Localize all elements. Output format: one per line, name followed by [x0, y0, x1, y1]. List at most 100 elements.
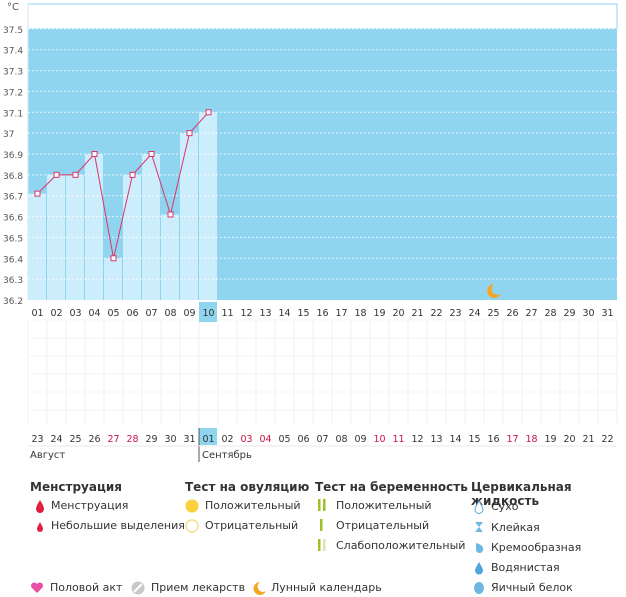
one-line-icon — [320, 519, 323, 531]
calendar-date-label: 10 — [373, 434, 385, 445]
calendar-date-label: 12 — [411, 434, 423, 445]
temperature-point — [91, 151, 98, 157]
calendar-date-label: 14 — [449, 434, 461, 445]
y-tick-label: 36.6 — [3, 214, 23, 224]
temperature-bar — [199, 112, 217, 301]
calendar-date-label: 26 — [88, 434, 100, 445]
cycle-day-label: 01 — [31, 308, 43, 319]
temperature-point — [167, 211, 174, 218]
calendar-date-label: 15 — [468, 434, 480, 445]
cycle-day-label: 27 — [525, 308, 537, 319]
calendar-date-label: 31 — [183, 434, 195, 445]
moon-marker — [487, 283, 501, 298]
cycle-day-label: 15 — [297, 308, 309, 319]
legend-label: Клейкая — [491, 521, 540, 534]
calendar-date-label: 27 — [107, 434, 119, 445]
cycle-day-label: 10 — [202, 308, 214, 319]
pill-icon — [131, 581, 145, 595]
temperature-point — [53, 171, 60, 178]
two-lines-icon — [318, 499, 326, 511]
cycle-day-label: 29 — [563, 308, 575, 319]
cycle-day-label: 24 — [468, 308, 480, 319]
moon-icon — [253, 582, 266, 595]
calendar-date-label: 06 — [297, 434, 309, 445]
legend-label: Сухо — [491, 500, 519, 513]
month-label-august: Август — [30, 450, 65, 461]
drop-red-icon — [36, 500, 44, 513]
temperature-bar — [142, 154, 160, 300]
legend-label: Слабоположительный — [336, 539, 466, 552]
calendar-date-label: 22 — [601, 434, 613, 445]
calendar-date-label: 01 — [202, 434, 214, 445]
egg-blue-icon — [474, 582, 484, 594]
y-tick-label: 36.4 — [3, 255, 23, 265]
cycle-day-label: 04 — [88, 308, 100, 319]
cycle-day-label: 18 — [354, 308, 366, 319]
cycle-day-label: 07 — [145, 308, 157, 319]
cycle-day-label: 06 — [126, 308, 138, 319]
y-tick-label: 36.7 — [3, 193, 23, 203]
calendar-date-label: 29 — [145, 434, 157, 445]
temperature-point — [34, 190, 41, 197]
calendar-date-label: 13 — [430, 434, 442, 445]
cycle-day-label: 16 — [316, 308, 328, 319]
calendar-date-label: 07 — [316, 434, 328, 445]
cycle-day-label: 20 — [392, 308, 404, 319]
legend-label: Отрицательный — [205, 519, 299, 532]
legend-label: Кремообразная — [491, 541, 582, 554]
legend-label: Положительный — [336, 499, 432, 512]
cycle-day-label: 26 — [506, 308, 518, 319]
temperature-point — [186, 130, 193, 137]
calendar-today-highlight — [199, 428, 217, 445]
temperature-point — [205, 109, 212, 116]
cycle-day-label: 28 — [544, 308, 556, 319]
calendar-date-label: 24 — [50, 434, 62, 445]
cycle-day-label: 11 — [221, 308, 233, 319]
legend-label: Небольшие выделения — [51, 519, 185, 532]
cycle-day-label: 03 — [69, 308, 81, 319]
calendar-date-label: 17 — [506, 434, 518, 445]
y-tick-label: 37.1 — [3, 109, 23, 119]
calendar-date-label: 03 — [240, 434, 252, 445]
calendar-date-label: 30 — [164, 434, 176, 445]
legend-label: Положительный — [205, 499, 301, 512]
cycle-day-label: 02 — [50, 308, 62, 319]
temperature-bar — [66, 174, 84, 300]
legend-label: Лунный календарь — [271, 581, 382, 594]
cycle-day-label: 22 — [430, 308, 442, 319]
circle-outline-yellow-icon — [185, 519, 199, 533]
hourglass-icon — [475, 522, 483, 532]
cycle-day-label: 08 — [164, 308, 176, 319]
drop-outline-icon — [474, 500, 484, 514]
y-tick-label: 36.9 — [3, 151, 23, 161]
legend-label: Яичный белок — [491, 581, 573, 594]
cycle-day-label: 21 — [411, 308, 423, 319]
cycle-day-label: 13 — [259, 308, 271, 319]
month-label-september: Сентябрь — [202, 450, 252, 461]
weak-lines-icon — [318, 539, 326, 551]
legend-menstruation-title: Менструация — [30, 480, 122, 494]
y-unit-label: °C — [7, 2, 19, 13]
temperature-bar — [85, 154, 103, 300]
y-tick-label: 37.5 — [3, 26, 23, 36]
small-drop-red-icon — [37, 522, 43, 532]
calendar-date-label: 20 — [563, 434, 575, 445]
temperature-point — [129, 171, 136, 178]
y-tick-label: 36.3 — [3, 276, 23, 286]
cycle-day-label: 23 — [449, 308, 461, 319]
plot-top-band — [27, 3, 618, 30]
drop-blue-icon — [475, 562, 483, 575]
calendar-date-label: 18 — [525, 434, 537, 445]
y-tick-label: 37.2 — [3, 88, 23, 98]
y-tick-label: 36.2 — [3, 297, 23, 307]
legend-label: Водянистая — [491, 561, 560, 574]
cycle-day-label: 30 — [582, 308, 594, 319]
cycle-day-label: 19 — [373, 308, 385, 319]
calendar-date-label: 11 — [392, 434, 404, 445]
temperature-bar — [28, 193, 46, 300]
y-tick-label: 37 — [3, 130, 14, 140]
temperature-point — [110, 255, 117, 262]
calendar-date-label: 28 — [126, 434, 138, 445]
y-tick-label: 37.4 — [3, 47, 23, 57]
heart-pink-icon — [30, 582, 44, 593]
